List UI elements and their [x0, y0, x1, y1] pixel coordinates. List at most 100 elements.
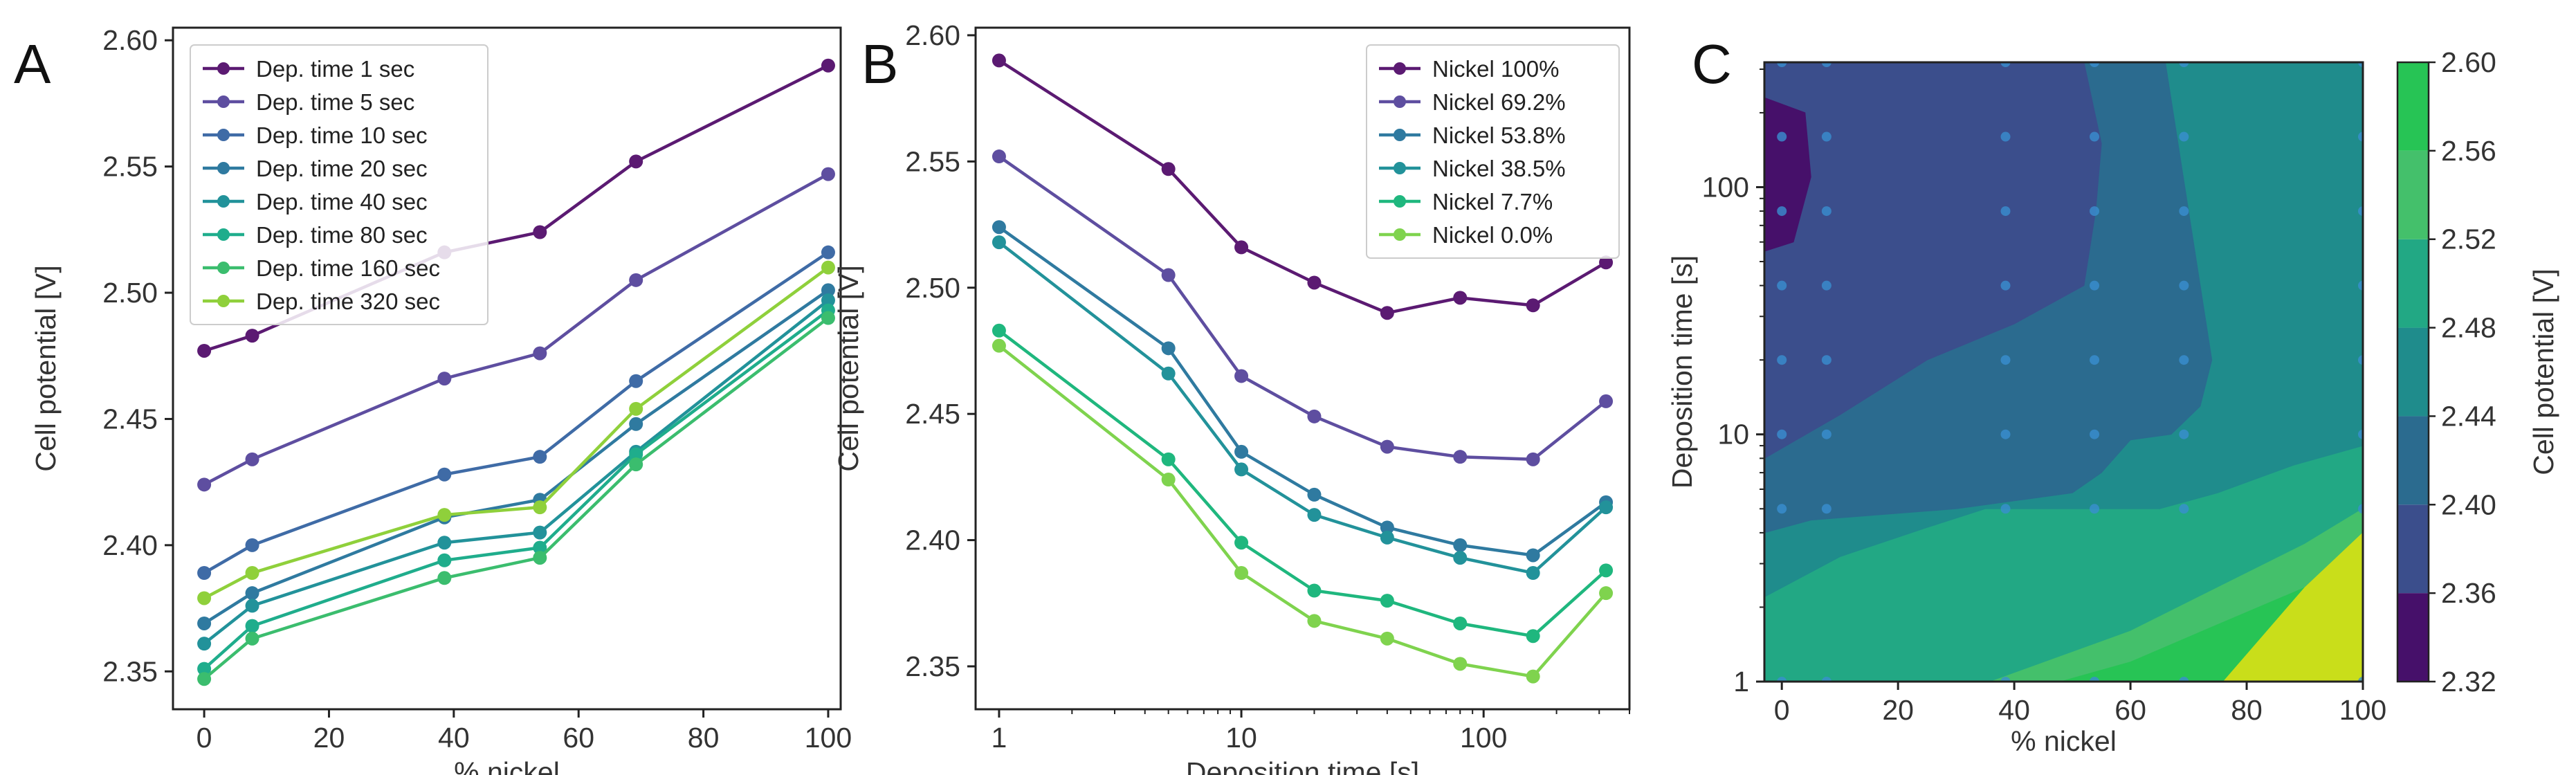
x-tick-label: 10: [1225, 722, 1257, 754]
colorbar-segment: [2397, 150, 2429, 239]
data-point: [197, 616, 212, 630]
sample-point: [2358, 504, 2363, 514]
panel-letter-b: B: [861, 33, 898, 95]
data-point: [245, 586, 259, 601]
data-point: [1526, 669, 1540, 684]
data-point: [533, 525, 547, 540]
legend-marker: [217, 129, 230, 141]
data-point: [437, 508, 452, 522]
series-line: [203, 289, 830, 625]
legend-box: [190, 44, 488, 325]
legend-marker: [217, 262, 230, 274]
legend-marker: [1394, 195, 1406, 208]
series-3: [197, 245, 835, 580]
data-point: [821, 167, 835, 181]
legend-marker: [217, 95, 230, 108]
legend-marker: [217, 162, 230, 174]
colorbar-tick-label: 2.56: [2441, 135, 2496, 167]
data-point: [245, 599, 259, 613]
sample-point: [2179, 131, 2189, 142]
legend-label: Dep. time 1 sec: [256, 56, 414, 82]
legend-marker: [1394, 228, 1406, 241]
sample-point: [1821, 677, 1831, 682]
data-point: [245, 566, 259, 580]
data-point: [1380, 439, 1394, 454]
legend-marker: [217, 62, 230, 75]
x-tick-label: 1: [992, 722, 1007, 754]
data-point: [1526, 548, 1540, 563]
sample-point: [1821, 280, 1831, 291]
data-point: [533, 225, 547, 239]
colorbar-segment: [2397, 327, 2429, 417]
legend-marker: [1394, 162, 1406, 174]
sample-point: [2358, 131, 2363, 142]
y-tick-label: 2.40: [905, 525, 960, 556]
data-point: [821, 311, 835, 325]
data-point: [1234, 240, 1249, 255]
sample-point: [2090, 677, 2100, 682]
x-tick-label: 100: [2339, 694, 2386, 726]
colorbar-tick-label: 2.44: [2441, 400, 2496, 432]
series-line: [203, 250, 830, 574]
x-tick-label: 20: [313, 722, 345, 754]
data-point: [533, 500, 547, 515]
y-tick-label: 100: [1702, 171, 1749, 203]
sample-point: [2000, 280, 2011, 291]
series-3: [992, 220, 1614, 563]
series-line: [998, 241, 1607, 575]
series-line: [203, 172, 830, 486]
sample-point: [1777, 355, 1787, 365]
series-line: [203, 299, 830, 645]
sample-point: [2179, 355, 2189, 365]
x-tick-label: 100: [1460, 722, 1507, 754]
sample-point: [2358, 206, 2363, 217]
data-point: [1599, 563, 1614, 578]
x-tick-label: 40: [438, 722, 470, 754]
plot-frame: [172, 26, 842, 711]
y-tick-label: 2.45: [102, 403, 158, 435]
sample-point: [1777, 131, 1787, 142]
sample-point: [2179, 280, 2189, 291]
sample-point: [2090, 280, 2100, 291]
sample-point: [2090, 131, 2100, 142]
panel-letter-c: C: [1692, 33, 1732, 95]
data-point: [821, 58, 835, 73]
series-5: [197, 293, 835, 651]
sample-point: [2000, 62, 2011, 67]
data-point: [1307, 614, 1322, 628]
plot-frame: [974, 26, 1631, 711]
colorbar-tick-label: 2.52: [2441, 224, 2496, 255]
y-tick-label: 2.35: [102, 655, 158, 687]
legend-box: [1366, 44, 1620, 259]
y-tick-label: 2.45: [905, 398, 960, 430]
data-point: [992, 338, 1006, 353]
sample-point: [2179, 206, 2189, 217]
sample-point: [2090, 206, 2100, 217]
y-tick-label: 2.60: [102, 24, 158, 56]
data-point: [437, 372, 452, 386]
y-tick-label: 10: [1717, 419, 1749, 450]
series-line: [203, 64, 830, 353]
data-point: [1234, 566, 1249, 580]
data-point: [1453, 616, 1468, 630]
data-point: [1380, 631, 1394, 646]
x-tick-label: 60: [2114, 694, 2146, 726]
x-tick-label: 20: [1882, 694, 1914, 726]
contour-2.36-2.40: [1764, 62, 2102, 459]
y-axis-label: Deposition time [s]: [1666, 255, 1698, 489]
data-point: [629, 154, 643, 169]
data-point: [437, 571, 452, 585]
sample-point: [2179, 504, 2189, 514]
colorbar-segment: [2397, 416, 2429, 505]
data-point: [1307, 508, 1322, 522]
series-line: [998, 59, 1607, 315]
data-point: [1161, 162, 1176, 176]
legend-label: Dep. time 5 sec: [256, 89, 414, 115]
sample-point: [2179, 429, 2189, 439]
data-point: [821, 260, 835, 275]
legend-label: Nickel 0.0%: [1432, 222, 1553, 248]
sample-point: [2090, 504, 2100, 514]
sample-point: [1821, 355, 1831, 365]
colorbar-tick-label: 2.36: [2441, 577, 2496, 609]
